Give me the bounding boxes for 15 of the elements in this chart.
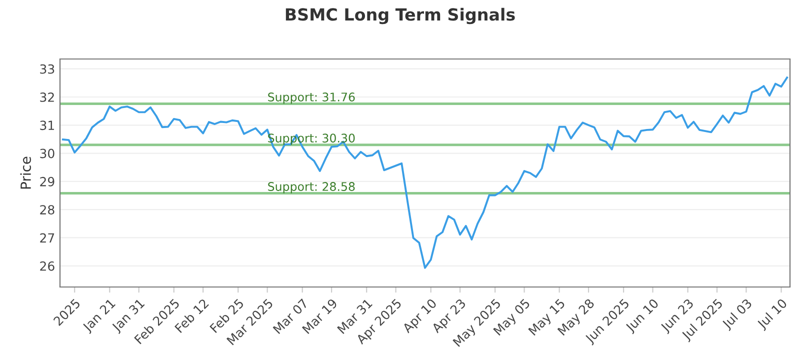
y-tick-label: 30 xyxy=(40,148,54,158)
ref-line-label: Support: 28.58 xyxy=(268,182,355,194)
line-series xyxy=(62,76,788,269)
x-tick-label: Jul 10 xyxy=(756,298,790,332)
y-tick-label: 28 xyxy=(40,205,54,215)
y-axis-title: Price xyxy=(20,156,31,189)
y-tick-label: 29 xyxy=(40,176,54,186)
y-tick-label: 27 xyxy=(40,233,54,242)
x-tick-label: Jul 03 xyxy=(721,298,754,332)
ref-line-label: Support: 31.76 xyxy=(268,92,355,104)
y-tick-label: 26 xyxy=(40,261,54,271)
y-tick-label: 31 xyxy=(40,120,54,130)
y-tick-label: 32 xyxy=(40,92,54,102)
chart-title: BSMC Long Term Signals xyxy=(286,8,515,24)
y-tick-label: 33 xyxy=(40,64,54,74)
